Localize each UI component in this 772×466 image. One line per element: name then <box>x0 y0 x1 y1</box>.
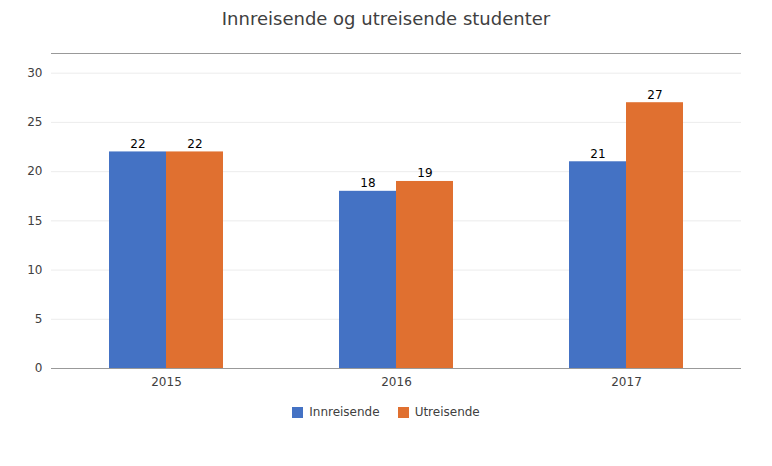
svg-text:30: 30 <box>27 66 42 80</box>
svg-text:10: 10 <box>27 263 42 277</box>
svg-text:21: 21 <box>590 147 605 161</box>
html-text:Utreisende: Utreisende <box>414 405 480 419</box>
svg-text:22: 22 <box>187 137 202 151</box>
svg-text:19: 19 <box>417 166 432 180</box>
svg-text:2015: 2015 <box>151 375 182 389</box>
svg-text:22: 22 <box>130 137 145 151</box>
html-text:Innreisende: Innreisende <box>309 405 380 419</box>
svg-text:27: 27 <box>647 88 662 102</box>
svg-text:0: 0 <box>35 361 43 375</box>
svg-text:18: 18 <box>360 176 375 190</box>
svg-text:2016: 2016 <box>381 375 412 389</box>
svg-text:5: 5 <box>35 312 43 326</box>
svg-text:20: 20 <box>27 164 42 178</box>
html-text:Innreisende og utreisende stud: Innreisende og utreisende studenter <box>221 8 551 29</box>
svg-text:25: 25 <box>27 115 42 129</box>
svg-text:15: 15 <box>27 214 42 228</box>
svg-text:2017: 2017 <box>611 375 642 389</box>
